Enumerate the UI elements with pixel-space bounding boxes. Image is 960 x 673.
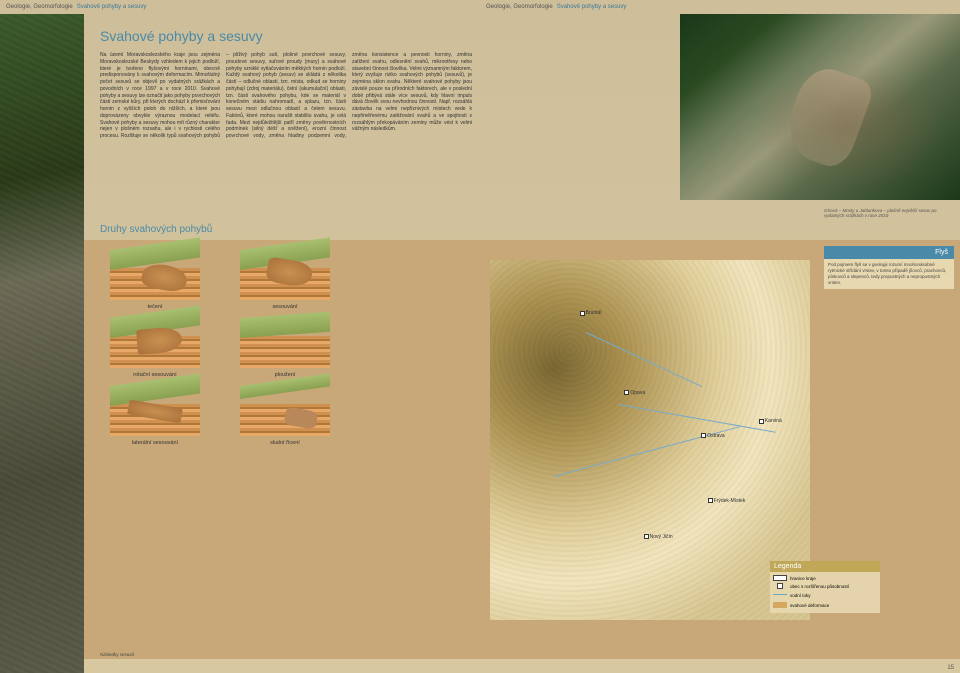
- legend-label: obec s rozšířenou působností: [790, 584, 849, 589]
- diagram-skalni: skalní řícení: [230, 386, 340, 446]
- diagram-lateralni: laterální sesouvání: [100, 386, 210, 446]
- breadcrumb-category: Geologie, Geomorfologie: [6, 4, 73, 10]
- relief-map: Bruntál Opava Ostrava Karviná Frýdek-Mís…: [490, 260, 810, 620]
- photo-caption: Gírová – Mosty u Jablunkova – plošně nej…: [824, 208, 954, 218]
- header-left: Geologie, Geomorfologie Svahové pohyby a…: [0, 0, 480, 14]
- legend-heading: Legenda: [770, 561, 880, 572]
- photo-aerial: [680, 14, 960, 200]
- diagram-teceni: tečení: [100, 250, 210, 310]
- legend-label: hranice kraje: [790, 576, 816, 581]
- map-relief-bg: [490, 260, 810, 620]
- page-spread: Geologie, Geomorfologie Svahové pohyby a…: [0, 0, 960, 673]
- page-left: Geologie, Geomorfologie Svahové pohyby a…: [0, 0, 480, 673]
- types-heading: Druhy svahových pohybů: [100, 224, 212, 235]
- flys-heading: Flyš: [824, 246, 954, 259]
- breadcrumb-sub: Svahové pohyby a sesuvy: [557, 4, 627, 10]
- diagram-label: skalní řícení: [270, 440, 300, 446]
- map-legend: Legenda hranice kraje obec s rozšířenou …: [770, 561, 880, 613]
- bottom-caption: Následky sesuvů: [100, 652, 134, 657]
- page-title: Svahové pohyby a sesuvy: [100, 28, 263, 44]
- city-ostrava: Ostrava: [701, 433, 725, 439]
- diagram-label: sesouvání: [272, 304, 297, 310]
- legend-item: svahové deformace: [773, 602, 877, 608]
- legend-label: vodní toky: [790, 593, 811, 598]
- legend-item: obec s rozšířenou působností: [773, 583, 877, 589]
- body-text: Na území Moravskoslezského kraje jsou ze…: [100, 52, 472, 140]
- diagram-sesouvani: sesouvání: [230, 250, 340, 310]
- header-right: Geologie, Geomorfologie Svahové pohyby a…: [480, 0, 960, 14]
- page-number-right: 15: [947, 665, 954, 671]
- city-frydek: Frýdek-Místek: [708, 498, 746, 504]
- city-karvina: Karviná: [759, 418, 782, 424]
- flys-text: Pod pojmem flyš se v geologii rozumí mno…: [828, 262, 950, 285]
- photo-sidebar: [0, 14, 84, 673]
- diagram-label: laterální sesouvání: [132, 440, 178, 446]
- legend-item: vodní toky: [773, 591, 877, 600]
- city-bruntal: Bruntál: [580, 310, 602, 316]
- diagram-rotacni: rotační sesouvání: [100, 318, 210, 378]
- legend-item: hranice kraje: [773, 575, 877, 581]
- diagram-label: tečení: [148, 304, 163, 310]
- page-right: Geologie, Geomorfologie Svahové pohyby a…: [480, 0, 960, 673]
- breadcrumb-category: Geologie, Geomorfologie: [486, 4, 553, 10]
- legend-label: svahové deformace: [790, 603, 829, 608]
- diagram-plouzeni: ploužení: [230, 318, 340, 378]
- page-number-left: 14: [6, 665, 13, 671]
- city-opava: Opava: [624, 390, 645, 396]
- diagram-label: ploužení: [275, 372, 296, 378]
- breadcrumb-sub: Svahové pohyby a sesuvy: [77, 4, 147, 10]
- city-njicin: Nový Jičín: [644, 534, 673, 540]
- flys-infobox: Flyš Pod pojmem flyš se v geologii rozum…: [824, 246, 954, 289]
- diagram-grid: tečení sesouvání rotační sesouvání plouž…: [100, 250, 340, 446]
